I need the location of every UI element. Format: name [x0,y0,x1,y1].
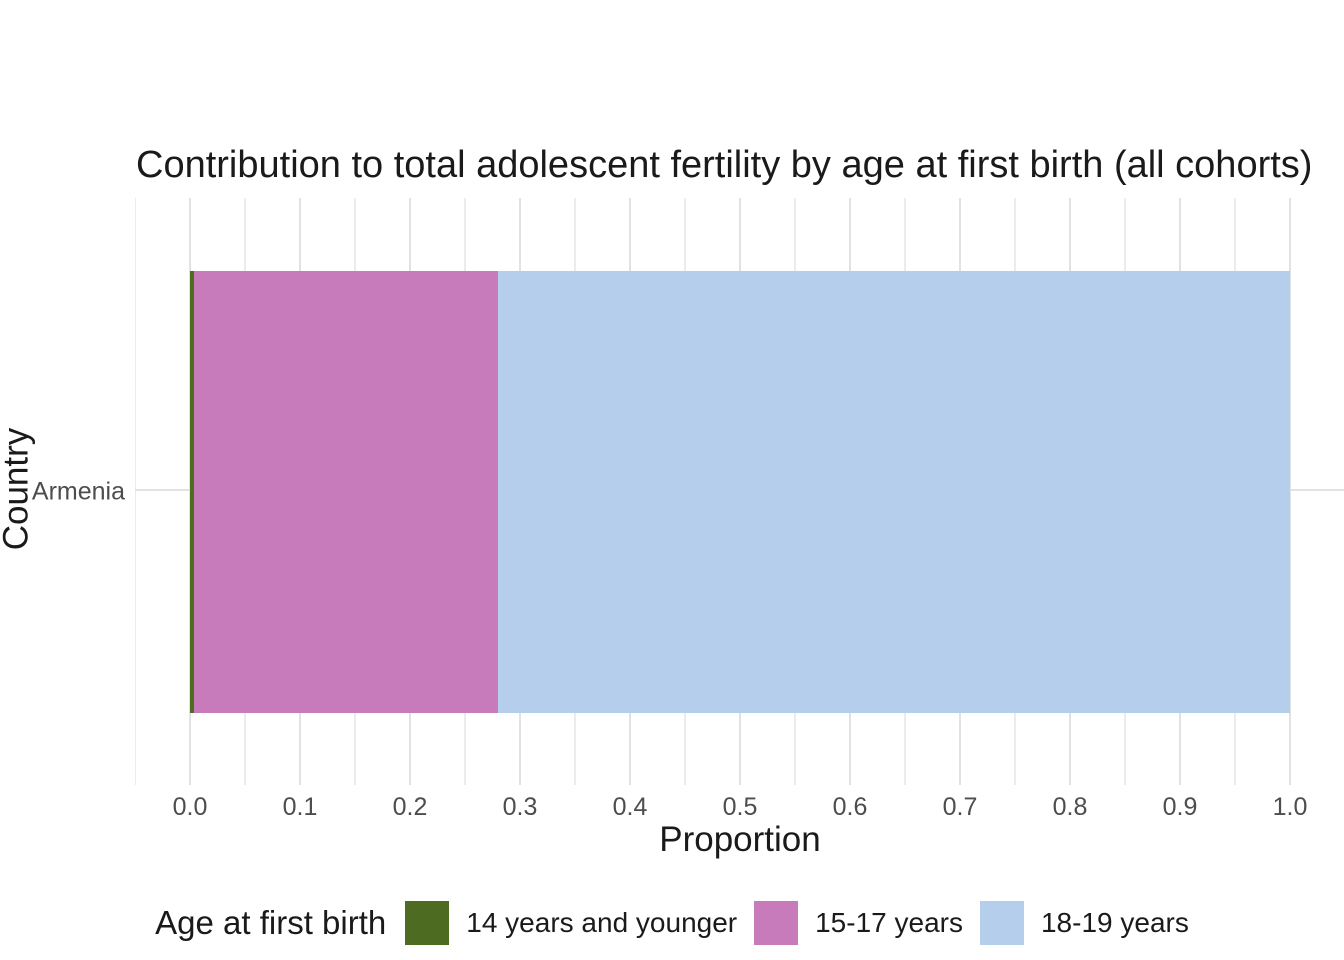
y-tick-label-armenia: Armenia [31,477,125,506]
legend-item: 18-19 years [979,901,1189,945]
stacked-bar-armenia [190,271,1290,713]
x-axis-tick-labels: 0.0 0.1 0.2 0.3 0.4 0.5 0.6 0.7 0.8 0.9 1.0 [135,795,1344,825]
x-tick-label: 0.5 [722,793,758,821]
y-axis-title: Country [0,427,36,551]
x-tick-label: 0.0 [172,793,208,821]
legend: Age at first birth 14 years and younger … [0,900,1344,946]
x-tick-label: 0.3 [502,793,538,821]
legend-item: 14 years and younger [405,901,737,945]
chart-title: Contribution to total adolescent fertili… [136,144,1313,186]
x-tick-label: 0.2 [392,793,428,821]
legend-swatch [979,901,1024,945]
x-axis-title: Proportion [659,820,821,859]
gridline-minor [135,198,136,785]
legend-label: 15-17 years [815,907,963,938]
x-tick-label: 0.9 [1162,793,1198,821]
legend-label: 18-19 years [1040,907,1189,938]
legend-item: 15-17 years [754,901,963,945]
bar-segment-15-17-years [194,271,498,713]
x-tick-label: 0.1 [282,793,318,821]
legend-label: 14 years and younger [466,907,738,938]
legend-title: Age at first birth [155,904,387,941]
bar-segment-18-19-years [498,271,1290,713]
legend-swatch [754,901,799,945]
legend-swatch [405,901,450,945]
bar-segment-14-years-and-younger [190,271,195,713]
gridline-major [1289,198,1291,785]
x-tick-label: 0.7 [942,793,978,821]
plot-panel [135,198,1344,785]
x-tick-label: 0.4 [612,793,648,821]
x-tick-label: 0.8 [1052,793,1088,821]
x-tick-label: 1.0 [1272,793,1308,821]
x-tick-label: 0.6 [832,793,868,821]
